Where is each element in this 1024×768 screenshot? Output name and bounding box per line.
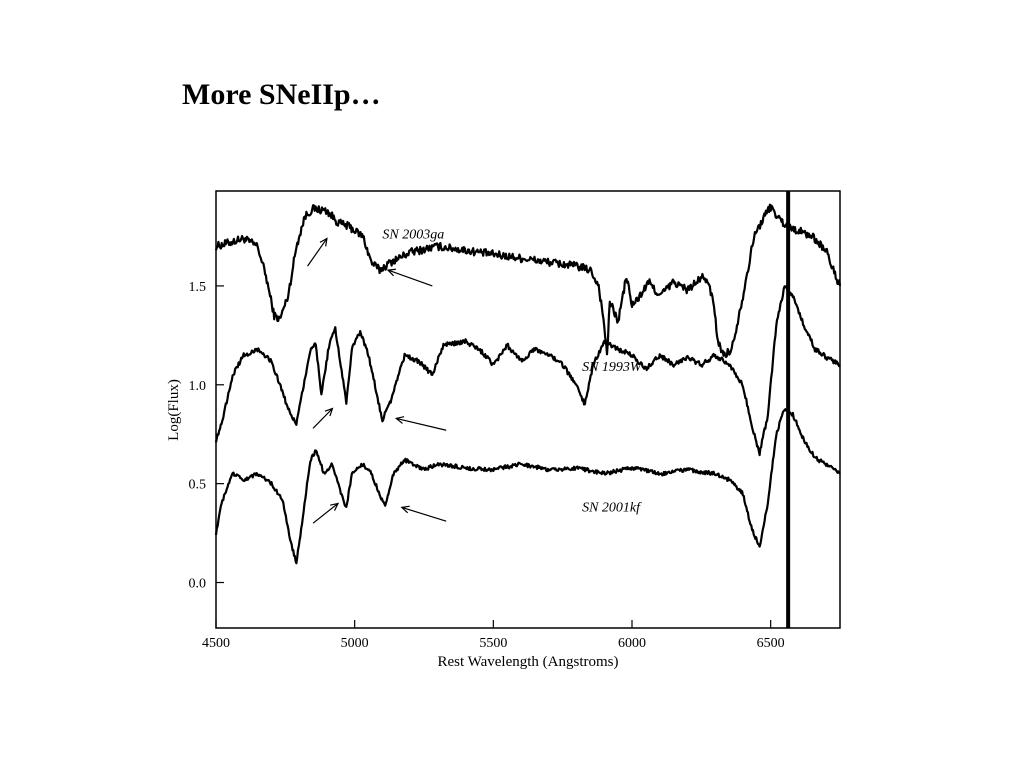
annotation-group	[307, 191, 791, 628]
arrow-4	[312, 502, 340, 524]
x-tick-label-6500: 6500	[757, 636, 785, 651]
series-label-sn-2001kf: SN 2001kf	[582, 500, 642, 515]
series-label-sn-2003ga: SN 2003ga	[382, 227, 444, 242]
y-axis: 0.0 0.5 1.0 1.5	[189, 280, 224, 592]
series-line-sn-1993w	[214, 285, 841, 457]
y-tick-label-3: 1.5	[189, 280, 207, 295]
y-tick-label-1: 0.5	[189, 478, 207, 493]
arrow-2	[312, 407, 334, 429]
x-axis-label: Rest Wavelength (Angstroms)	[438, 654, 619, 670]
series-group: SN 2003ga SN 1993W SN 2001kf	[214, 203, 842, 565]
x-tick-label-4500: 4500	[202, 636, 230, 651]
arrow-0	[307, 237, 328, 267]
x-tick-label-6000: 6000	[618, 636, 646, 651]
plot-frame	[215, 190, 841, 629]
x-tick-label-5000: 5000	[341, 636, 369, 651]
x-tick-label-5500: 5500	[479, 636, 507, 651]
series-label-sn-1993w: SN 1993W	[582, 360, 643, 375]
arrow-3	[394, 416, 447, 431]
y-tick-label-2: 1.0	[189, 379, 207, 394]
series-line-sn-2001kf	[214, 408, 841, 565]
y-tick-label-0: 0.0	[189, 577, 207, 592]
arrow-5	[400, 505, 447, 522]
slide-title: More SNeIIp…	[182, 78, 381, 111]
x-axis: 4500 5000 5500 6000 6500	[202, 620, 785, 651]
arrow-1	[386, 268, 433, 287]
y-axis-label: Log(Flux)	[166, 379, 182, 441]
series-line-sn-2003ga	[214, 203, 842, 359]
